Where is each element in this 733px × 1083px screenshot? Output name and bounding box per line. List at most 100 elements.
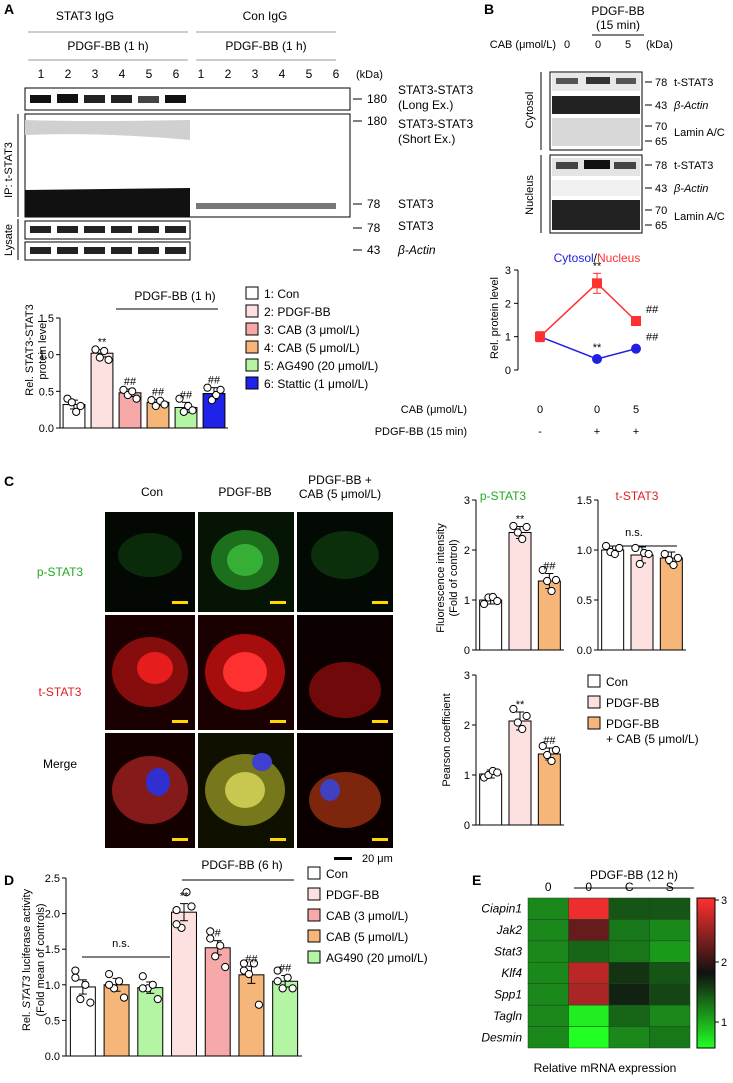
data-point bbox=[551, 745, 561, 755]
b-cab-value: 0 bbox=[594, 404, 600, 416]
heatmap-cell bbox=[649, 940, 691, 963]
b-ylabel: Rel. protein level bbox=[489, 277, 501, 359]
lane-number: 2 bbox=[225, 67, 232, 81]
svg-text:CAB (5 μmol/L): CAB (5 μmol/L) bbox=[326, 930, 408, 944]
data-point bbox=[221, 962, 230, 972]
chart-c-pearson: 0 1 2 3 ** ## bbox=[464, 670, 564, 832]
significance-label: ** bbox=[180, 891, 189, 903]
significance-label: ## bbox=[543, 735, 556, 747]
heatmap-row-label: Tagln bbox=[493, 1009, 522, 1023]
data-point bbox=[153, 994, 162, 1004]
data-point bbox=[188, 406, 197, 415]
c-ns: n.s. bbox=[625, 527, 643, 539]
y-tick-label: 0.0 bbox=[39, 423, 54, 435]
lane-numbers: 1 2 3 4 5 6 1 2 3 4 5 6 bbox=[38, 67, 340, 81]
data-point bbox=[104, 355, 113, 364]
heatmap-cell bbox=[568, 1004, 610, 1027]
data-point bbox=[179, 407, 188, 416]
blots-b bbox=[549, 71, 643, 234]
data-point bbox=[538, 741, 547, 751]
svg-text:180: 180 bbox=[367, 114, 387, 128]
y-tick-label: 1.0 bbox=[39, 350, 54, 362]
data-point bbox=[71, 973, 80, 982]
significance-label: ## bbox=[124, 376, 137, 388]
b-pdgf: PDGF-BB bbox=[591, 4, 644, 18]
b-cab-value: 0 bbox=[537, 404, 543, 416]
data-point bbox=[182, 888, 191, 897]
b-pdgf-value: - bbox=[538, 426, 542, 438]
heatmap-col-label: C bbox=[625, 880, 634, 894]
data-point bbox=[635, 559, 644, 569]
e-title: PDGF-BB (12 h) bbox=[590, 868, 678, 882]
heatmap-row-label: Klf4 bbox=[501, 966, 522, 980]
svg-text:1: 1 bbox=[721, 1017, 727, 1029]
c-title-t: t-STAT3 bbox=[616, 489, 659, 503]
y-tick-label: 1.5 bbox=[45, 944, 60, 956]
legend-swatch bbox=[245, 286, 259, 300]
blot-bands-lysate-1 bbox=[30, 226, 186, 233]
svg-text:t-STAT3: t-STAT3 bbox=[674, 77, 713, 89]
data-point bbox=[644, 549, 653, 559]
heatmap-cell bbox=[608, 1026, 650, 1049]
data-point bbox=[72, 407, 81, 416]
data-point bbox=[76, 994, 85, 1004]
scale-bar bbox=[334, 857, 352, 860]
heatmap-cell bbox=[608, 919, 650, 942]
c-row-merge: Merge bbox=[43, 757, 77, 771]
heatmap-cell bbox=[568, 983, 610, 1006]
data-point bbox=[522, 522, 531, 532]
svg-text:78: 78 bbox=[655, 77, 667, 89]
e-xlabel: Relative mRNA expression bbox=[534, 1061, 677, 1075]
significance-label: ## bbox=[152, 386, 165, 398]
data-point bbox=[631, 343, 641, 354]
b-legend-cytosol: Cytosol bbox=[554, 251, 594, 265]
heatmap-cell bbox=[649, 962, 691, 984]
y-tick-label: 3 bbox=[464, 495, 470, 507]
chart-e: 0 0 C S Ciapin1 Jak2 Stat3 Klf4 Spp1 Tagln Desmin bbox=[481, 880, 691, 1049]
data-point bbox=[673, 553, 683, 563]
y-tick-label: 2 bbox=[464, 720, 470, 732]
data-point bbox=[148, 980, 157, 989]
data-point bbox=[147, 396, 156, 405]
d-ylabel-pre: Rel. bbox=[21, 1008, 33, 1031]
y-tick-label: 0.0 bbox=[577, 645, 592, 657]
data-point bbox=[615, 543, 624, 553]
chart-a-ylabel: Rel. STAT3-STAT3 bbox=[24, 304, 36, 395]
lane-number: 4 bbox=[279, 67, 286, 81]
data-point bbox=[138, 984, 147, 993]
c-ylabel-p: Pearson coefficient bbox=[441, 693, 453, 786]
e-colorbar bbox=[696, 897, 716, 1049]
significance-label: # bbox=[215, 928, 222, 940]
con-igg-label: Con IgG bbox=[243, 9, 288, 23]
svg-text:70: 70 bbox=[655, 205, 667, 217]
c-title-p: p-STAT3 bbox=[480, 489, 527, 503]
legend-swatch bbox=[245, 376, 259, 390]
data-point bbox=[138, 972, 147, 981]
svg-text:2: 2 bbox=[721, 957, 727, 969]
data-point bbox=[273, 977, 282, 986]
significance-label: ** bbox=[516, 699, 525, 711]
y-tick-label: 0.5 bbox=[39, 386, 54, 398]
lane-number: 1 bbox=[198, 67, 205, 81]
y-tick-label: 3 bbox=[464, 670, 470, 682]
bar bbox=[171, 911, 197, 1057]
blot-band-con bbox=[196, 203, 336, 209]
b-kda: (kDa) bbox=[646, 39, 673, 51]
blot-bands-long bbox=[30, 94, 186, 103]
significance-label: ** bbox=[98, 337, 107, 349]
d-ylabel-gene: STAT3 bbox=[21, 975, 33, 1008]
bar bbox=[630, 554, 654, 651]
lane-number: 5 bbox=[306, 67, 313, 81]
series-line bbox=[539, 335, 637, 360]
c-col-cab-2: CAB (5 μmol/L) bbox=[299, 487, 381, 501]
data-point bbox=[172, 920, 181, 929]
svg-text:PDGF-BB: PDGF-BB bbox=[606, 696, 659, 710]
lane-number: 2 bbox=[65, 67, 72, 81]
b-cab-val: 5 bbox=[625, 39, 631, 51]
y-tick-label: 0.5 bbox=[577, 595, 592, 607]
heatmap-cell bbox=[608, 962, 650, 984]
heatmap-cell bbox=[649, 983, 691, 1006]
heatmap-cell bbox=[568, 1026, 610, 1049]
data-point bbox=[203, 383, 212, 392]
data-point bbox=[601, 541, 611, 551]
